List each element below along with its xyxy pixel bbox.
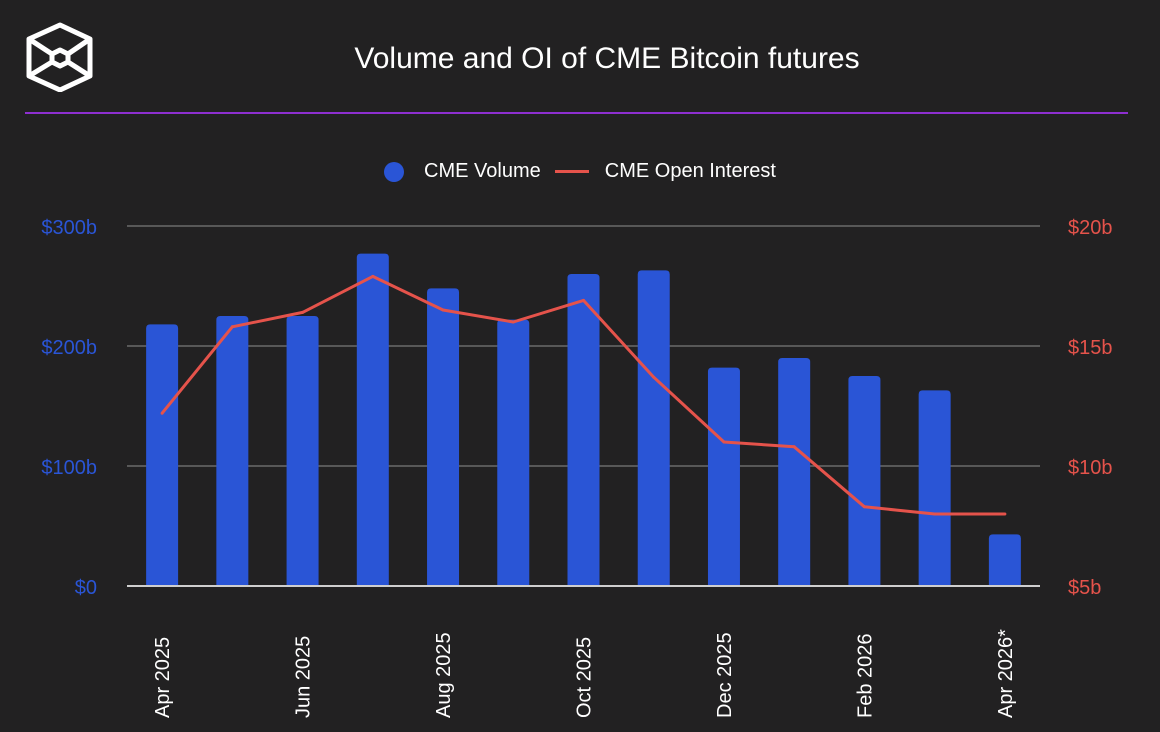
left-tick-label: $100b	[41, 457, 97, 479]
right-tick-label: $20b	[1068, 217, 1113, 239]
legend-volume-label: CME Volume	[424, 160, 541, 182]
legend-oi-label: CME Open Interest	[604, 160, 776, 182]
right-tick-label: $5b	[1068, 577, 1101, 599]
bar-volume	[918, 390, 951, 586]
bar-volume	[778, 358, 811, 586]
x-tick-label: Jun 2025	[293, 636, 315, 718]
bar-volume	[427, 288, 460, 586]
chart-title: Volume and OI of CME Bitcoin futures	[354, 42, 860, 75]
point-open-interest	[933, 512, 937, 516]
point-open-interest	[160, 411, 164, 415]
point-open-interest	[582, 298, 585, 302]
legend: CME Volume CME Open Interest	[0, 160, 1160, 183]
x-tick-label: Aug 2025	[433, 632, 455, 718]
point-open-interest	[792, 445, 796, 449]
right-tick-label: $10b	[1068, 457, 1113, 479]
bar-volume	[146, 324, 179, 586]
bar-volume	[497, 319, 530, 586]
bar-volume	[356, 253, 389, 586]
bar-volume	[988, 534, 1021, 586]
bar-volume	[216, 316, 249, 586]
point-open-interest	[441, 308, 445, 312]
bar-volume	[567, 274, 600, 586]
point-open-interest	[301, 310, 305, 314]
x-tick-label: Apr 2026*	[995, 629, 1017, 718]
x-tick-label: Apr 2025	[152, 637, 174, 718]
point-open-interest	[511, 320, 515, 324]
title-divider	[25, 112, 1128, 114]
point-open-interest	[230, 325, 234, 329]
point-open-interest	[371, 274, 375, 278]
legend-volume-marker	[384, 161, 405, 182]
left-tick-label: $200b	[41, 337, 97, 359]
point-open-interest	[1003, 512, 1007, 516]
x-tick-label: Oct 2025	[574, 637, 596, 718]
x-tick-label: Dec 2025	[714, 632, 736, 718]
point-open-interest	[652, 375, 656, 379]
x-tick-label: Feb 2026	[854, 633, 876, 718]
left-tick-label: $300b	[41, 217, 97, 239]
point-open-interest	[862, 505, 866, 509]
bar-volume	[286, 316, 319, 586]
point-open-interest	[722, 440, 726, 444]
bar-volume	[848, 376, 881, 586]
legend-oi-marker	[554, 170, 589, 173]
right-tick-label: $15b	[1068, 337, 1113, 359]
left-tick-label: $0	[75, 577, 97, 599]
logo-icon	[26, 22, 93, 92]
bar-volume	[707, 367, 740, 586]
bar-volume	[637, 270, 670, 586]
